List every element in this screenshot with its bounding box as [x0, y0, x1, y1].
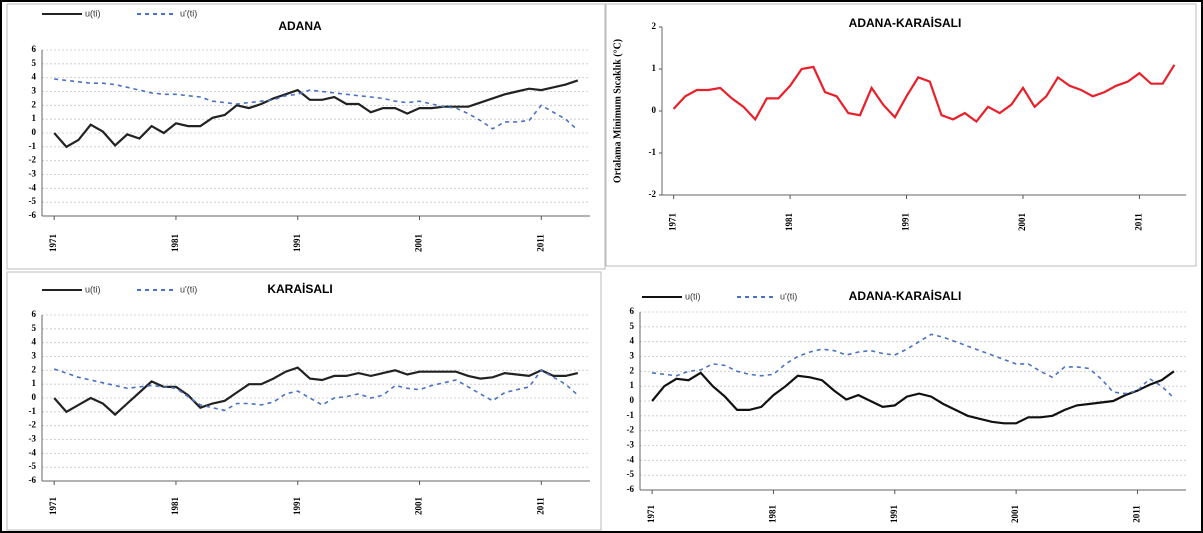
- chart-title: KARAİSALI: [267, 281, 332, 296]
- y-tick-label: 6: [32, 44, 37, 54]
- y-tick-label: 0: [652, 105, 657, 115]
- y-tick-label: 2: [630, 365, 635, 375]
- x-tick-label: 2001: [1010, 504, 1020, 523]
- y-tick-label: 5: [32, 323, 37, 333]
- y-tick-label: 2: [652, 21, 657, 31]
- x-tick-label: 1991: [901, 213, 911, 232]
- data-line: [672, 64, 1176, 124]
- x-tick-label: 1971: [48, 497, 58, 516]
- x-tick-label: 2001: [1017, 213, 1027, 232]
- panel: [605, 3, 1197, 267]
- y-tick-label: 4: [32, 72, 37, 82]
- y-tick-label: -2: [627, 425, 635, 435]
- panel: [605, 287, 1197, 531]
- y-tick-label: -1: [649, 147, 657, 157]
- y-tick-label: -4: [29, 447, 37, 457]
- y-tick-label: -1: [29, 406, 37, 416]
- legend-label: u'(ti): [180, 8, 197, 18]
- y-tick-label: 1: [630, 380, 635, 390]
- y-tick-label: 1: [652, 63, 657, 73]
- x-tick-label: 1981: [768, 505, 778, 524]
- y-tick-label: 3: [32, 351, 37, 361]
- y-tick-label: 3: [630, 351, 635, 361]
- y-tick-label: -5: [29, 196, 37, 206]
- legend-label: u(ti): [85, 284, 101, 294]
- data-line: [53, 368, 579, 412]
- y-tick-label: 1: [32, 378, 37, 388]
- legend-label: u(ti): [85, 8, 101, 18]
- data-line: [651, 370, 1175, 425]
- y-tick-label: 4: [32, 337, 37, 347]
- y-tick-label: 6: [630, 306, 635, 316]
- data-line: [53, 79, 579, 149]
- y-tick-label: -4: [29, 182, 37, 192]
- panel: [6, 3, 606, 270]
- x-tick-label: 1971: [646, 505, 656, 524]
- x-tick-label: 1991: [292, 497, 302, 516]
- x-tick-label: 1971: [668, 213, 678, 232]
- y-axis-label: Ortalama Minimum Sıcaklık (°C): [612, 39, 623, 183]
- y-tick-label: 5: [32, 58, 37, 68]
- x-tick-label: 1991: [889, 505, 899, 524]
- y-tick-label: -6: [29, 475, 37, 485]
- y-tick-label: 3: [32, 86, 37, 96]
- chart-title: ADANA-KARAİSALI: [849, 15, 962, 30]
- y-tick-label: -3: [29, 434, 37, 444]
- y-tick-label: -5: [627, 469, 635, 479]
- y-tick-label: 5: [630, 321, 635, 331]
- y-tick-label: 4: [630, 336, 635, 346]
- legend-label: u(ti): [685, 291, 701, 301]
- y-tick-label: -1: [627, 410, 635, 420]
- y-tick-label: 1: [32, 113, 37, 123]
- x-tick-label: 2011: [535, 234, 545, 252]
- y-tick-label: 6: [32, 309, 37, 319]
- x-tick-label: 2001: [414, 234, 424, 253]
- x-tick-label: 2001: [414, 497, 424, 516]
- x-tick-label: 1981: [784, 213, 794, 232]
- data-line: [53, 366, 579, 417]
- y-tick-label: 2: [32, 99, 37, 109]
- legend-label: u'(ti): [780, 291, 797, 301]
- data-line: [652, 333, 1175, 399]
- x-tick-label: 2011: [535, 497, 545, 515]
- y-tick-label: -6: [627, 484, 635, 494]
- data-line: [54, 78, 579, 131]
- y-tick-label: 2: [32, 364, 37, 374]
- y-tick-label: -2: [29, 420, 37, 430]
- chart-title: ADANA: [278, 19, 322, 33]
- x-tick-label: 1991: [292, 234, 302, 253]
- y-tick-label: -2: [29, 155, 37, 165]
- legend-label: u'(ti): [180, 284, 197, 294]
- y-tick-label: 0: [32, 127, 37, 137]
- y-tick-label: -6: [29, 210, 37, 220]
- x-tick-label: 1981: [170, 497, 180, 516]
- y-tick-label: -4: [627, 454, 635, 464]
- y-tick-label: 0: [32, 392, 37, 402]
- y-tick-label: -3: [627, 440, 635, 450]
- x-tick-label: 1971: [48, 234, 58, 253]
- y-tick-label: -5: [29, 461, 37, 471]
- y-tick-label: 0: [630, 395, 635, 405]
- x-tick-label: 2011: [1132, 505, 1142, 523]
- y-tick-label: -1: [29, 141, 37, 151]
- x-tick-label: 2011: [1133, 213, 1143, 231]
- x-tick-label: 1981: [170, 234, 180, 253]
- chart-title: ADANA-KARAİSALI: [849, 288, 962, 303]
- y-tick-label: -2: [649, 189, 657, 199]
- y-tick-label: -3: [29, 169, 37, 179]
